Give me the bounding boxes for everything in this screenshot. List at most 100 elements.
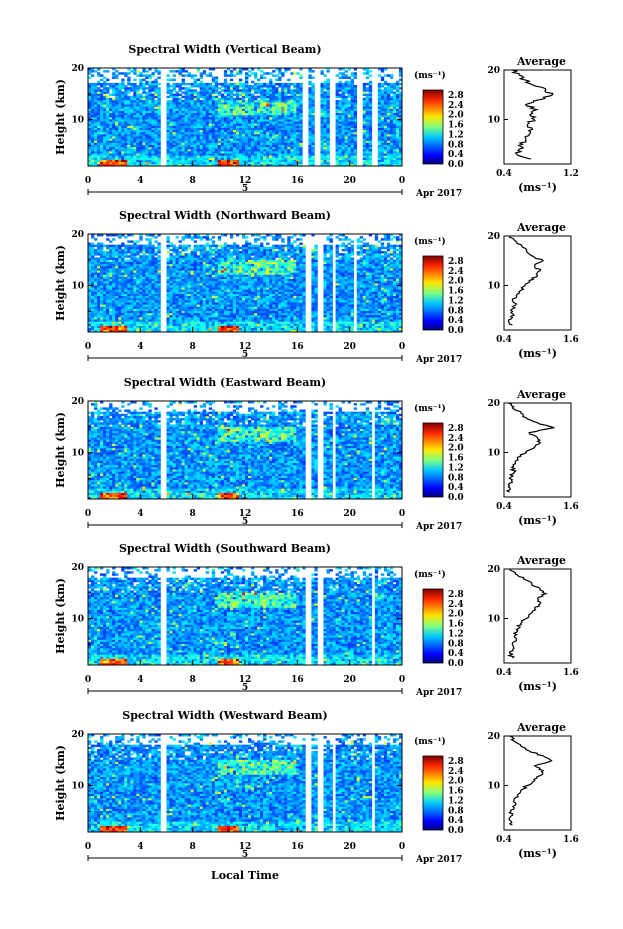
heatmap-cell: [341, 99, 345, 103]
heatmap-cell: [308, 82, 312, 86]
heatmap-cell: [154, 287, 158, 290]
heatmap-cell: [154, 283, 158, 286]
heatmap-cell: [211, 163, 216, 167]
heatmap-cell: [184, 108, 188, 111]
heatmap-cell: [377, 148, 382, 152]
heatmap-cell: [241, 161, 246, 165]
heatmap-cell: [226, 157, 231, 160]
heatmap-cell: [196, 155, 201, 158]
heatmap-cell: [121, 134, 125, 137]
heatmap-cell: [389, 140, 394, 143]
heatmap-cell: [211, 112, 216, 116]
heatmap-cell: [166, 327, 170, 331]
heatmap-cell: [88, 157, 92, 160]
heatmap-cell: [100, 117, 104, 120]
heatmap-cell: [94, 304, 98, 307]
heatmap-cell: [136, 136, 140, 139]
heatmap-cell: [127, 302, 131, 305]
heatmap-cell: [145, 251, 149, 254]
heatmap-cell: [109, 306, 113, 309]
heatmap-cell: [338, 131, 342, 135]
heatmap-cell: [380, 114, 385, 118]
heatmap-cell: [220, 99, 225, 103]
heatmap-cell: [248, 95, 252, 99]
heatmap-cell: [139, 234, 143, 237]
heatmap-cell: [266, 142, 270, 145]
heatmap-cell: [88, 136, 92, 139]
heatmap-cell: [326, 136, 330, 139]
heatmap-cell: [139, 112, 143, 116]
heatmap-cell: [88, 274, 92, 277]
heatmap-cell: [205, 151, 210, 154]
heatmap-cell: [196, 91, 201, 94]
heatmap-cell: [275, 138, 279, 141]
x-tick-label: 8: [190, 176, 196, 186]
heatmap-cell: [181, 157, 185, 160]
heatmap-cell: [121, 278, 125, 282]
heatmap-cell: [287, 163, 291, 167]
heatmap-cell: [91, 297, 95, 301]
heatmap-cell: [395, 129, 400, 133]
heatmap-cell: [365, 155, 370, 158]
x-tick-label: 0: [85, 176, 91, 186]
date-label: Apr 2017: [415, 189, 462, 199]
heatmap-cell: [287, 112, 291, 116]
heatmap-cell: [97, 157, 101, 160]
heatmap-cell: [380, 142, 385, 145]
heatmap-cell: [347, 140, 351, 143]
heatmap-cell: [112, 276, 116, 280]
heatmap-cell: [284, 121, 288, 124]
heatmap-cell: [157, 99, 161, 103]
heatmap-cell: [94, 144, 98, 148]
heatmap-cell: [100, 99, 104, 103]
heatmap-cell: [398, 68, 403, 71]
heatmap-cell: [184, 82, 188, 86]
heatmap-cell: [112, 283, 116, 286]
heatmap-cell: [395, 136, 400, 139]
heatmap-cell: [97, 155, 101, 158]
heatmap-cell: [235, 138, 240, 141]
heatmap-cell: [169, 159, 173, 163]
heatmap-cell: [245, 112, 249, 116]
heatmap-cell: [205, 155, 210, 158]
heatmap-cell: [97, 163, 101, 167]
heatmap-cell: [166, 238, 170, 241]
heatmap-cell: [100, 114, 104, 118]
heatmap-cell: [395, 87, 400, 90]
heatmap-cell: [245, 155, 249, 158]
heatmap-cell: [290, 123, 294, 126]
heatmap-cell: [272, 138, 276, 141]
heatmap-cell: [223, 106, 228, 109]
heatmap-cell: [106, 308, 110, 311]
heatmap-cell: [148, 148, 152, 152]
heatmap-cell: [100, 276, 104, 280]
heatmap-cell: [377, 161, 382, 165]
heatmap-cell: [344, 114, 348, 118]
heatmap-cell: [377, 136, 382, 139]
heatmap-cell: [308, 131, 312, 135]
heatmap-cell: [193, 95, 197, 99]
heatmap-cell: [229, 70, 234, 73]
heatmap-cell: [344, 144, 348, 148]
heatmap-cell: [142, 278, 146, 282]
heatmap-cell: [323, 106, 327, 109]
heatmap-cell: [148, 312, 152, 316]
heatmap-cell: [350, 114, 354, 118]
heatmap-cell: [347, 159, 351, 163]
heatmap-cell: [142, 306, 146, 309]
heatmap-cell: [320, 117, 324, 120]
heatmap-cell: [392, 123, 397, 126]
profile-title: Average: [516, 55, 566, 68]
heatmap-cell: [100, 306, 104, 309]
heatmap-cell: [157, 310, 161, 314]
heatmap-cell: [257, 161, 261, 165]
heatmap-cell: [350, 97, 354, 101]
heatmap-cell: [118, 146, 122, 150]
heatmap-cell: [380, 148, 385, 152]
heatmap-cell: [97, 268, 101, 271]
heatmap-cell: [353, 123, 358, 126]
heatmap-cell: [392, 82, 397, 86]
heatmap-cell: [166, 287, 170, 290]
heatmap-cell: [133, 255, 137, 258]
heatmap-cell: [154, 153, 158, 156]
